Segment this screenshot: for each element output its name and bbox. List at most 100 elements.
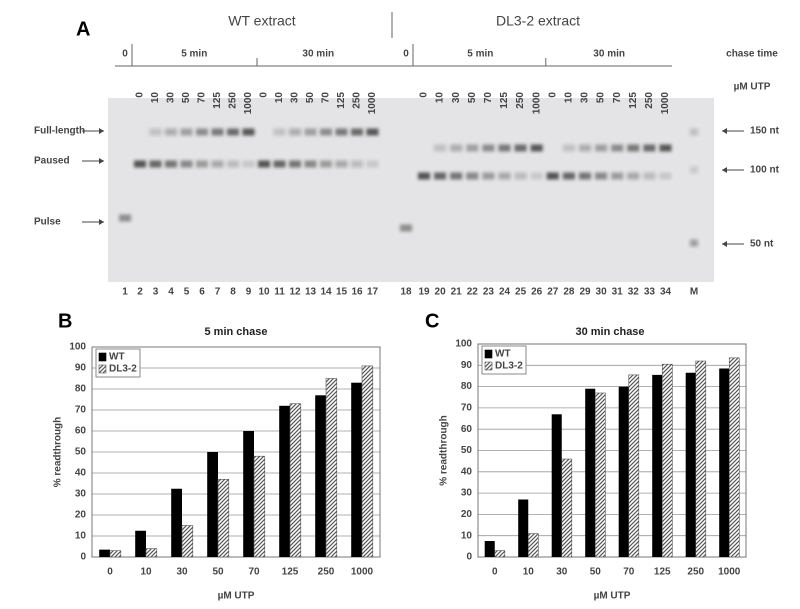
lane-number: 18 [400,287,412,298]
utp-label: 250 [228,92,239,109]
arrowhead [722,241,727,247]
bar [728,357,740,558]
chart-title: 30 min chase [575,326,644,338]
bar [325,378,338,558]
y-tick-label: 100 [69,342,86,353]
bar [279,405,290,557]
band [149,160,162,168]
utp-label: 30 [166,92,177,104]
bar [518,499,529,557]
band-size: 50 nt [750,239,774,250]
band [196,128,208,136]
utp-label: 50 [596,92,607,104]
utp-label: 70 [321,92,332,104]
legend-label: DL3-2 [495,361,523,372]
lane-number: 26 [531,287,543,298]
bar [315,395,326,557]
utp-label: 125 [499,92,510,109]
y-tick-label: 60 [75,426,87,437]
utp-axis-label: µM UTP [734,82,771,93]
band [562,172,575,180]
arrowhead [722,167,727,173]
band [627,172,640,180]
lane-number: 9 [246,287,252,298]
y-tick-label: 80 [75,384,87,395]
band [289,128,301,136]
x-axis-label: µM UTP [218,591,255,602]
y-tick-label: 40 [75,468,87,479]
utp-label: 30 [451,92,462,104]
band [320,160,332,168]
band [659,144,672,152]
utp-label: 0 [547,92,558,98]
bar [181,525,194,558]
bar [628,374,640,558]
band [562,144,575,152]
band [304,128,317,136]
band [595,172,608,180]
lane-number: 30 [596,287,608,298]
band [227,128,239,136]
y-tick-label: 50 [461,445,473,456]
band [482,172,495,180]
band [595,144,608,152]
legend-label: DL3-2 [109,364,137,375]
bar [561,458,573,558]
band [165,128,177,136]
utp-label: 125 [212,92,223,109]
chase-time: 30 min [302,49,334,60]
lane-number: 8 [230,287,236,298]
lane-number: 7 [215,287,221,298]
band-size: 100 nt [750,165,780,176]
band [119,214,131,222]
band [466,172,479,180]
band [579,172,591,180]
chase-time: 5 min [181,49,207,60]
utp-label: 1000 [531,92,542,115]
y-tick-label: 50 [75,447,87,458]
bar [253,455,266,558]
x-tick-label: 250 [318,567,335,578]
plot-frame [477,343,747,558]
bar [135,530,146,557]
y-tick-label: 60 [461,424,473,435]
utp-label: 125 [628,92,639,109]
lane-number: 33 [644,287,656,298]
band [304,160,317,168]
y-tick-label: 0 [80,552,86,563]
chart-title: 5 min chase [205,326,268,338]
lane-number: 12 [289,287,301,298]
band [690,239,698,247]
band [134,160,146,168]
band [165,160,177,168]
lane-number: 2 [137,287,143,298]
bar [145,548,158,558]
x-tick-label: 1000 [718,567,741,578]
lane-number: 17 [367,287,379,298]
utp-label: 1000 [367,92,378,115]
band [514,144,527,152]
lane-number: 11 [274,287,285,298]
bar [585,388,596,557]
lane-number: 34 [660,287,672,298]
legend-swatch [98,364,107,374]
lane-number: 28 [563,287,575,298]
x-tick-label: 1000 [351,567,374,578]
lane-number: 3 [153,287,159,298]
bar [217,478,230,558]
band [242,128,255,136]
band-label: Pulse [34,217,61,228]
y-tick-label: 70 [461,403,473,414]
x-tick-label: 250 [687,567,704,578]
lane-number: 10 [258,287,270,298]
bar [243,431,254,557]
lane-number: 32 [628,287,640,298]
utp-label: 0 [419,92,430,98]
x-tick-label: 0 [492,567,498,578]
lane-number: 24 [499,287,511,298]
bar [494,550,506,558]
band [466,144,479,152]
utp-label: 10 [564,92,575,104]
y-tick-label: 80 [461,381,473,392]
